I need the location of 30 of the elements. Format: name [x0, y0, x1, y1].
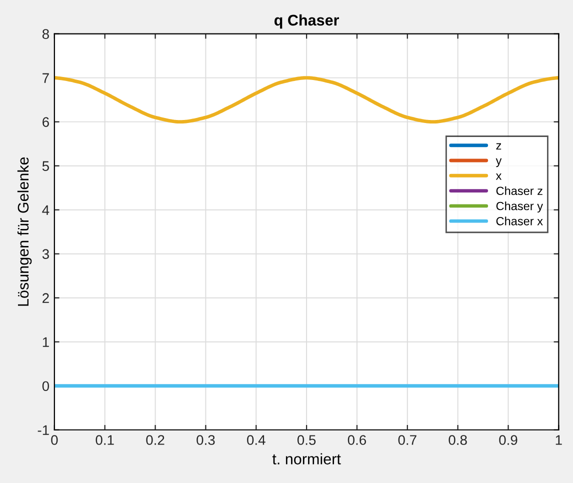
- y-tick-label: 5: [42, 161, 49, 171]
- x-tick-label: 0: [51, 435, 58, 445]
- legend-label: Chaser y: [496, 202, 543, 213]
- x-tick-label: 0.2: [146, 435, 164, 445]
- y-tick-label: 6: [42, 117, 49, 127]
- y-tick-label: -1: [38, 425, 49, 435]
- y-tick-label: 7: [42, 73, 49, 83]
- y-tick-label: 4: [42, 205, 50, 215]
- legend-label: Chaser x: [496, 216, 543, 226]
- x-tick-label: 0.7: [398, 435, 416, 445]
- legend-label: z: [496, 143, 502, 150]
- x-tick-label: 1: [556, 435, 562, 445]
- legend-label: Chaser z: [496, 186, 542, 196]
- x-tick-label: 0.5: [297, 435, 316, 445]
- legend-label: y: [496, 158, 502, 168]
- legend-label: x: [496, 174, 502, 180]
- y-tick-label: 1: [42, 337, 49, 347]
- y-axis-title: Lösungen für Gelenke: [17, 157, 32, 306]
- x-tick-label: 0.3: [196, 435, 215, 445]
- x-tick-label: 0.1: [96, 435, 114, 445]
- x-tick-label: 0.8: [448, 435, 467, 445]
- y-tick-label: 2: [42, 293, 49, 303]
- x-axis-title: t. normiert: [272, 453, 341, 464]
- y-tick-label: 8: [42, 29, 49, 39]
- x-tick-label: 0.9: [499, 435, 518, 445]
- chart-title: q Chaser: [274, 14, 340, 29]
- y-tick-label: 3: [42, 249, 49, 260]
- x-tick-label: 0.4: [247, 435, 266, 445]
- y-tick-label: 0: [42, 381, 50, 392]
- x-tick-label: 0.6: [348, 435, 366, 445]
